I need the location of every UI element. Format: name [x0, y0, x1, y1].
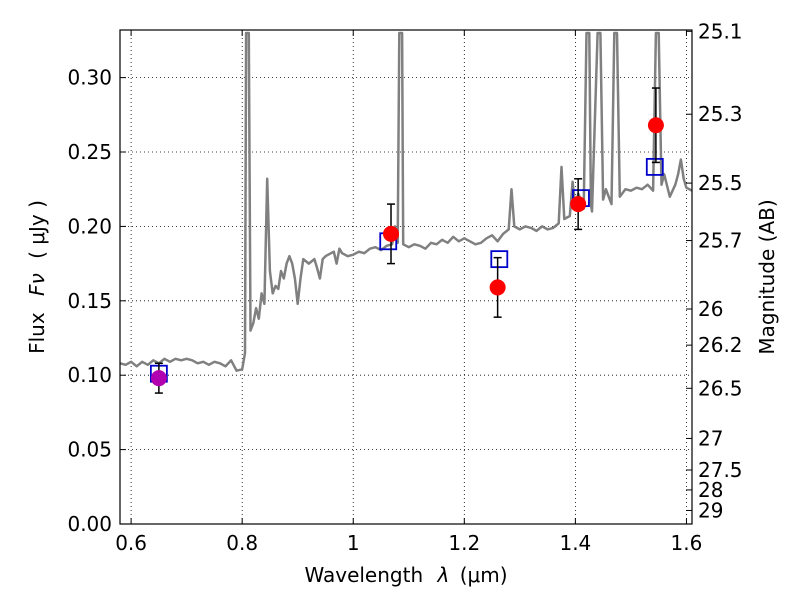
x-axis-label: Wavelength [304, 563, 423, 587]
y2-tick-label: 27.5 [698, 458, 743, 482]
y2-tick-label: 28 [698, 478, 723, 502]
y-tick-label: 0.15 [67, 289, 112, 313]
x-tick-label: 0.6 [115, 531, 147, 555]
spectrum-line [119, 31, 693, 372]
model-box [645, 157, 664, 176]
y2-tick-label: 29 [698, 498, 723, 522]
x-tick-label: 0.8 [226, 531, 258, 555]
y2-tick-label: 25.1 [698, 19, 743, 43]
y-tick-label: 0.25 [67, 140, 112, 164]
y2-tick-label: 27 [698, 426, 723, 450]
measured-point [150, 370, 167, 387]
model-spectrum [119, 31, 693, 372]
x-tick-label: 1.4 [559, 531, 591, 555]
measured-photometry [150, 117, 664, 387]
x-axis-symbol: λ [437, 563, 450, 587]
model-box [490, 250, 509, 269]
measured-point [570, 196, 587, 213]
plot-frame [119, 29, 693, 525]
y-tick-label: 0.30 [67, 66, 112, 90]
y-axis-title: Flux Fν ( μJy ) [25, 200, 49, 354]
y-axis-left: 0.00 0.05 0.10 0.15 0.20 0.25 0.30 [67, 66, 126, 536]
measured-point [489, 279, 506, 296]
y2-tick-label: 26.2 [698, 333, 743, 357]
x-axis: 0.6 0.8 1 1.2 1.4 1.6 [115, 30, 702, 555]
y-axis-label: Flux [25, 312, 49, 354]
x-tick-label: 1 [347, 531, 360, 555]
y2-tick-label: 26.5 [698, 376, 743, 400]
y-tick-label: 0.00 [67, 512, 112, 536]
measured-point [647, 117, 664, 134]
y2-tick-label: 25.3 [698, 102, 743, 126]
y-tick-label: 0.05 [67, 438, 112, 462]
y2-tick-label: 25.7 [698, 229, 743, 253]
y2-tick-label: 25.5 [698, 171, 743, 195]
y2-tick-label: 26 [698, 297, 723, 321]
y-tick-label: 0.20 [67, 214, 112, 238]
y2-axis-title: Magnitude (AB) [755, 199, 779, 354]
y-axis-unit: ( μJy ) [25, 200, 49, 259]
measured-point [383, 225, 400, 242]
x-axis-title: Wavelength λ (μm) [304, 563, 507, 587]
y-axis-symbol: Fν [25, 273, 49, 296]
x-axis-unit: (μm) [460, 563, 508, 587]
x-tick-label: 1.6 [671, 531, 703, 555]
x-tick-label: 1.2 [448, 531, 480, 555]
y-tick-label: 0.10 [67, 363, 112, 387]
